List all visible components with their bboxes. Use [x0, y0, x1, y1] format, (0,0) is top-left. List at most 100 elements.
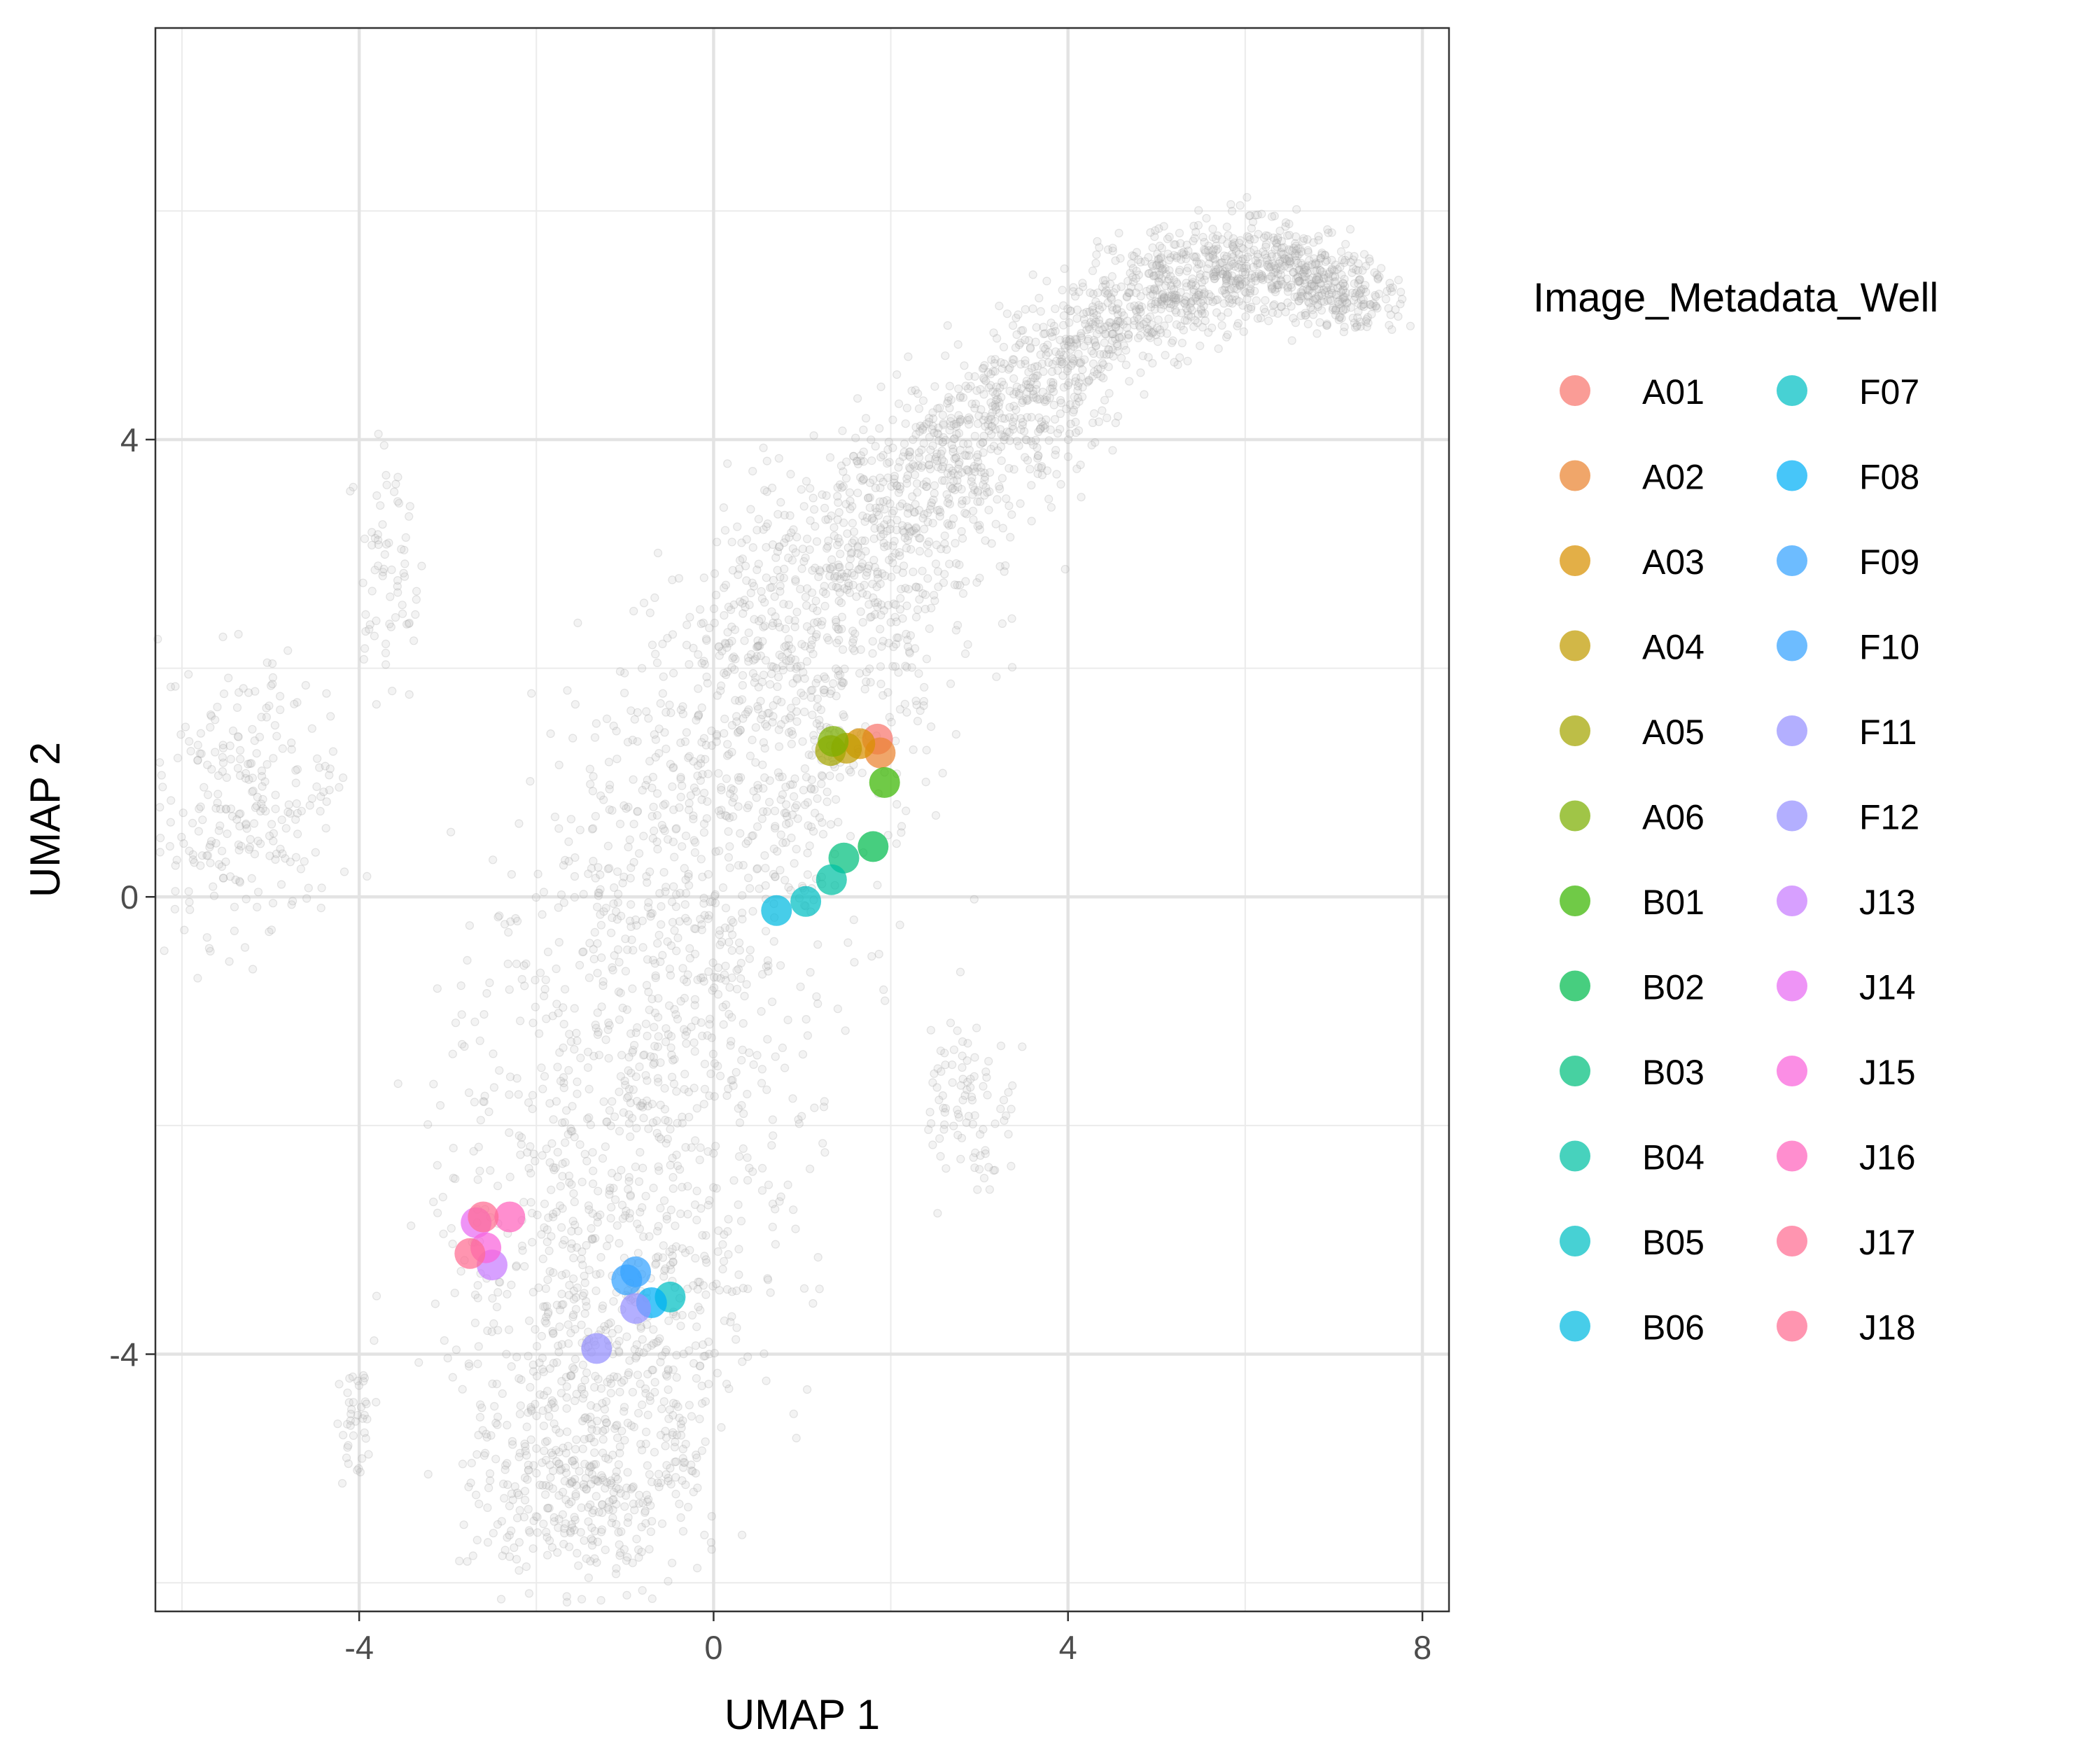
background-cell-point [1334, 300, 1343, 309]
background-cell-point [655, 888, 664, 898]
background-cell-point [1293, 272, 1303, 281]
background-cell-point [896, 594, 905, 603]
background-cell-point [748, 831, 757, 840]
background-cell-point [570, 1354, 580, 1364]
background-cell-point [713, 963, 723, 972]
background-cell-point [680, 1084, 689, 1094]
background-cell-point [171, 887, 180, 896]
background-cell-point [687, 1310, 697, 1320]
background-cell-point [900, 533, 909, 542]
background-cell-point [945, 559, 954, 568]
background-cell-point [1151, 271, 1161, 280]
background-cell-point [1354, 299, 1363, 308]
background-cell-point [609, 1488, 618, 1497]
background-cell-point [1212, 241, 1221, 251]
background-cell-point [617, 1527, 626, 1536]
background-cell-point [584, 1462, 594, 1471]
background-cell-point [939, 433, 948, 442]
background-cell-point [1253, 210, 1262, 220]
background-cell-point [209, 891, 219, 900]
background-cell-point [839, 678, 848, 687]
background-cell-point [1291, 251, 1300, 260]
background-cell-point [800, 800, 810, 809]
legend-label-f09: F09 [1859, 542, 1919, 582]
background-cell-point [652, 658, 662, 668]
background-cell-point [1212, 267, 1221, 276]
background-cell-point [948, 447, 958, 456]
background-cell-point [906, 464, 915, 473]
background-cell-point [1017, 398, 1027, 407]
background-cell-point [668, 1430, 677, 1439]
background-cell-point [433, 984, 442, 993]
background-cell-point [440, 1336, 449, 1345]
background-cell-point [878, 477, 888, 486]
background-cell-point [1159, 222, 1168, 231]
background-cell-point [586, 1434, 596, 1443]
background-cell-point [1222, 271, 1232, 280]
background-cell-point [463, 1557, 472, 1566]
background-cell-point [1341, 239, 1350, 248]
background-cell-point [689, 1359, 699, 1368]
background-cell-point [234, 629, 243, 639]
background-cell-point [271, 790, 280, 799]
background-cell-point [641, 1191, 650, 1200]
background-cell-point [1268, 272, 1277, 281]
background-cell-point [642, 1096, 652, 1105]
background-cell-point [604, 1054, 613, 1063]
background-cell-point [961, 577, 970, 586]
background-cell-point [650, 959, 659, 968]
background-cell-point [703, 678, 712, 688]
background-cell-point [561, 1138, 570, 1147]
background-cell-point [370, 631, 379, 640]
background-cell-point [648, 1365, 657, 1375]
background-cell-point [1103, 290, 1112, 299]
background-cell-point [802, 773, 811, 782]
background-cell-point [617, 1166, 626, 1175]
background-cell-point [681, 831, 691, 841]
background-cell-point [834, 560, 843, 570]
background-cell-point [713, 973, 722, 982]
background-cell-point [607, 1518, 616, 1527]
background-cell-point [902, 543, 911, 553]
background-cell-point [567, 1226, 576, 1236]
background-cell-point [993, 446, 1002, 455]
background-cell-point [1189, 285, 1198, 295]
background-cell-point [880, 520, 889, 529]
background-cell-point [584, 973, 594, 982]
background-cell-point [874, 949, 883, 959]
background-cell-point [1240, 278, 1250, 287]
background-cell-point [580, 1376, 589, 1385]
background-cell-point [802, 1385, 812, 1394]
legend-label-a02: A02 [1642, 458, 1704, 497]
background-cell-point [899, 439, 909, 449]
background-cell-point [604, 757, 614, 766]
background-cell-point [1336, 281, 1345, 290]
background-cell-point [969, 1153, 978, 1162]
background-cell-point [473, 1294, 482, 1303]
background-cell-point [614, 1324, 623, 1334]
background-cell-point [1224, 294, 1233, 303]
background-cell-point [500, 1465, 510, 1474]
background-cell-point [915, 547, 925, 556]
background-cell-point [911, 430, 920, 440]
background-cell-point [563, 1427, 572, 1436]
background-cell-point [997, 474, 1007, 483]
background-cell-point [1208, 250, 1217, 259]
background-cell-point [349, 1398, 358, 1407]
background-cell-point [1016, 326, 1026, 335]
background-cell-point [1035, 413, 1044, 422]
background-cell-point [661, 1264, 670, 1273]
background-cell-point [539, 1367, 548, 1376]
background-cell-point [200, 783, 209, 792]
background-cell-point [552, 1000, 561, 1009]
background-cell-point [580, 1271, 589, 1280]
background-cell-point [624, 1092, 633, 1101]
background-cell-point [1018, 326, 1028, 335]
background-cell-point [789, 1205, 798, 1214]
background-cell-point [714, 1226, 723, 1236]
background-cell-point [1102, 350, 1111, 359]
background-cell-point [244, 845, 253, 854]
background-cell-point [696, 759, 706, 768]
background-cell-point [967, 477, 976, 486]
background-cell-point [608, 1495, 617, 1504]
